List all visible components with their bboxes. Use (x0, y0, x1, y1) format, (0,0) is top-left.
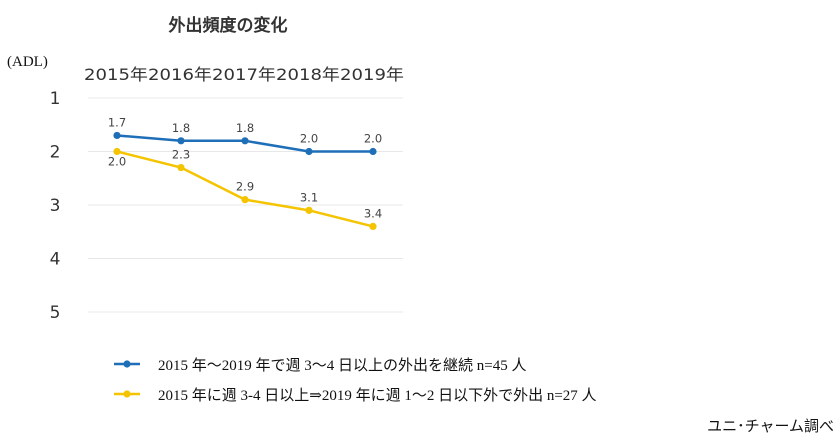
x-tick-label: 2019年 (340, 65, 404, 84)
data-label: 2.0 (364, 132, 382, 146)
legend-item: 2015 年に週 3-4 日以上⇒2019 年に週 1～2 日以下外で外出 n=… (114, 387, 597, 404)
series-2: 2.0 2.3 2.9 3.1 3.4 (108, 148, 382, 230)
x-tick-labels: 2015年 2016年 2017年 2018年 2019年 (84, 65, 404, 84)
data-label: 3.1 (300, 190, 318, 204)
data-label: 1.8 (236, 121, 254, 135)
legend-label: 2015 年～2019 年で週 3～4 日以上の外出を継続 n=45 人 (158, 357, 526, 374)
data-point (369, 222, 377, 230)
data-point (113, 147, 121, 156)
y-axis-label: (ADL) (7, 54, 48, 70)
x-tick-label: 2015年 (84, 65, 148, 84)
data-point (241, 196, 249, 204)
legend-item: 2015 年～2019 年で週 3～4 日以上の外出を継続 n=45 人 (114, 357, 526, 374)
data-point (305, 147, 313, 156)
x-tick-label: 2017年 (212, 65, 276, 84)
y-tick-label: 3 (50, 196, 61, 216)
data-label: 1.7 (108, 115, 126, 129)
data-label: 2.0 (300, 132, 318, 146)
chart-title: 外出頻度の変化 (169, 15, 288, 36)
y-tick-label: 4 (50, 250, 61, 270)
data-label: 2.0 (108, 155, 126, 169)
data-label: 2.9 (236, 180, 254, 194)
data-label: 1.8 (172, 121, 190, 135)
data-point (177, 163, 185, 172)
data-label: 3.4 (364, 206, 382, 220)
legend-label: 2015 年に週 3-4 日以上⇒2019 年に週 1～2 日以下外で外出 n=… (158, 387, 597, 404)
legend-swatch-marker (123, 360, 131, 368)
data-point (177, 137, 185, 145)
data-point (305, 206, 313, 214)
data-point (241, 137, 249, 145)
x-tick-label: 2016年 (148, 65, 212, 84)
y-tick-label: 1 (50, 89, 61, 109)
data-label: 2.3 (172, 148, 190, 162)
data-point (369, 147, 377, 156)
x-tick-label: 2018年 (276, 65, 340, 84)
legend-swatch-marker (123, 390, 131, 398)
series-1: 1.7 1.8 1.8 2.0 2.0 (108, 115, 382, 156)
y-tick-labels: 1 2 3 4 5 (50, 89, 61, 323)
legend: 2015 年～2019 年で週 3～4 日以上の外出を継続 n=45 人 2015… (114, 357, 597, 404)
series-group: 1.7 1.8 1.8 2.0 2.0 2.0 2.3 2.9 3.1 3.4 (108, 115, 382, 230)
y-tick-label: 5 (50, 303, 61, 323)
data-point (113, 131, 121, 140)
source-note: ユニ･チャーム調べ (707, 418, 834, 435)
y-tick-label: 2 (50, 143, 61, 163)
